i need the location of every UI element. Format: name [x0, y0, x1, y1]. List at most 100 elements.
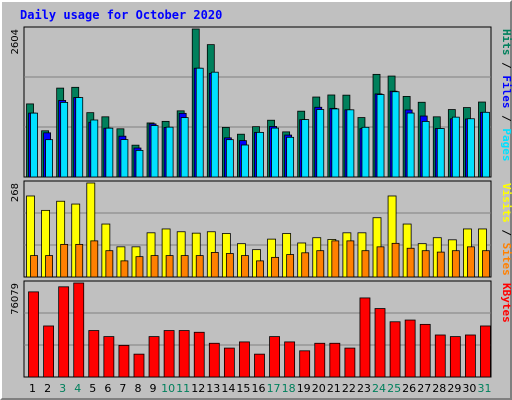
x-tick-label: 9 — [150, 382, 157, 395]
bar-pages-day-14 — [225, 139, 234, 178]
bar-pages-day-11 — [180, 117, 189, 178]
bar-pages-day-28 — [436, 128, 445, 178]
bar-sites-day-23 — [361, 250, 370, 278]
bar-kbytes-day-31 — [480, 325, 491, 378]
y-max-label: 268 — [10, 183, 21, 202]
x-tick-label: 16 — [252, 382, 266, 395]
x-tick-label: 24 — [372, 382, 386, 395]
x-tick-label: 11 — [176, 382, 190, 395]
bar-sites-day-26 — [406, 247, 415, 278]
bar-sites-day-2 — [45, 255, 53, 278]
bar-pages-day-17 — [271, 127, 279, 178]
bar-pages-day-20 — [316, 109, 325, 178]
bar-kbytes-day-2 — [43, 325, 54, 378]
bar-sites-day-9 — [150, 255, 159, 278]
bar-kbytes-day-22 — [344, 347, 356, 378]
bar-sites-day-31 — [482, 250, 490, 278]
x-tick-label: 18 — [282, 382, 296, 395]
x-tick-label: 4 — [74, 382, 81, 395]
y-max-label: 76079 — [10, 283, 21, 315]
bar-kbytes-day-18 — [284, 341, 296, 378]
bar-sites-day-28 — [436, 251, 445, 278]
legend-2: Visits / Sites — [500, 183, 512, 276]
bar-sites-day-21 — [331, 240, 340, 278]
bar-sites-day-3 — [60, 243, 69, 278]
bar-pages-day-31 — [482, 111, 490, 178]
bar-sites-day-25 — [391, 242, 400, 278]
x-tick-label: 10 — [161, 382, 175, 395]
bar-sites-day-15 — [241, 255, 249, 278]
bar-kbytes-day-23 — [359, 297, 371, 378]
bar-pages-day-19 — [301, 119, 310, 178]
bar-sites-day-1 — [30, 255, 38, 278]
x-tick-label: 21 — [327, 382, 341, 395]
x-tick-label: 5 — [89, 382, 96, 395]
bar-pages-day-16 — [256, 131, 264, 178]
bar-pages-day-23 — [361, 126, 370, 178]
x-tick-label: 12 — [191, 382, 205, 395]
bar-kbytes-day-8 — [133, 353, 145, 378]
bar-kbytes-day-29 — [449, 336, 461, 378]
x-tick-label: 3 — [59, 382, 66, 395]
bar-sites-day-14 — [225, 253, 234, 278]
bar-pages-day-21 — [331, 108, 340, 178]
x-tick-label: 27 — [417, 382, 431, 395]
bar-pages-day-1 — [30, 112, 38, 178]
bar-pages-day-2 — [45, 139, 53, 178]
bar-kbytes-day-15 — [239, 341, 250, 378]
legend-separator: / — [500, 223, 512, 243]
bar-pages-day-8 — [135, 150, 144, 178]
x-tick-label: 28 — [432, 382, 446, 395]
x-tick-label: 29 — [447, 382, 461, 395]
bar-kbytes-day-5 — [88, 330, 100, 378]
bar-pages-day-30 — [467, 118, 475, 178]
y-max-label: 2604 — [10, 29, 21, 54]
bar-kbytes-day-14 — [223, 347, 235, 378]
legend-entry-sites: Sites — [500, 243, 512, 276]
bar-sites-day-6 — [105, 250, 114, 278]
bar-sites-day-5 — [90, 240, 99, 278]
bar-kbytes-day-16 — [254, 353, 265, 378]
bar-pages-day-10 — [165, 126, 174, 178]
bar-pages-day-4 — [75, 97, 84, 178]
legend-1: Hits / Files / Pages — [500, 29, 512, 162]
bar-kbytes-day-1 — [28, 291, 39, 378]
x-tick-label: 15 — [236, 382, 250, 395]
x-tick-label: 31 — [477, 382, 491, 395]
bar-kbytes-day-19 — [299, 350, 311, 378]
x-tick-label: 22 — [342, 382, 356, 395]
bar-kbytes-day-6 — [103, 336, 115, 378]
chart-panel-3: 76079 — [10, 280, 492, 378]
x-tick-label: 2 — [44, 382, 51, 395]
bar-sites-day-16 — [256, 260, 264, 278]
legend-entry-files: Files — [500, 75, 512, 108]
bar-pages-day-22 — [346, 109, 355, 178]
bar-pages-day-29 — [451, 116, 460, 178]
bar-sites-day-13 — [210, 252, 219, 278]
x-tick-label: 17 — [267, 382, 281, 395]
chart-panel-1: 2604 — [10, 26, 492, 178]
bar-sites-day-20 — [316, 250, 325, 278]
bar-kbytes-day-17 — [269, 336, 280, 378]
x-tick-label: 14 — [221, 382, 235, 395]
bar-kbytes-day-28 — [434, 334, 446, 378]
x-tick-label: 13 — [206, 382, 220, 395]
bar-kbytes-day-20 — [314, 342, 326, 378]
legend-separator: / — [500, 56, 512, 76]
bar-pages-day-9 — [150, 125, 159, 178]
bar-pages-day-27 — [421, 121, 430, 178]
bar-kbytes-day-13 — [208, 342, 220, 378]
bar-kbytes-day-7 — [118, 344, 130, 378]
bar-pages-day-25 — [391, 91, 400, 178]
x-tick-label: 30 — [462, 382, 476, 395]
bar-pages-day-26 — [406, 112, 415, 178]
bar-kbytes-day-27 — [419, 323, 431, 378]
x-tick-label: 6 — [104, 382, 111, 395]
bar-kbytes-day-10 — [163, 330, 175, 378]
bar-sites-day-11 — [180, 255, 189, 278]
bar-sites-day-7 — [120, 260, 129, 278]
bar-kbytes-day-21 — [329, 342, 341, 378]
bar-sites-day-18 — [286, 254, 295, 278]
x-tick-label: 7 — [119, 382, 126, 395]
